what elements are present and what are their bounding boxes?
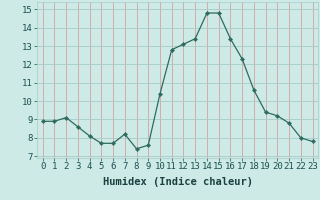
X-axis label: Humidex (Indice chaleur): Humidex (Indice chaleur) — [103, 177, 252, 187]
